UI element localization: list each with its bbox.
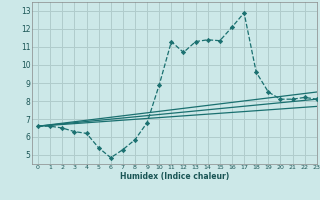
- X-axis label: Humidex (Indice chaleur): Humidex (Indice chaleur): [120, 172, 229, 181]
